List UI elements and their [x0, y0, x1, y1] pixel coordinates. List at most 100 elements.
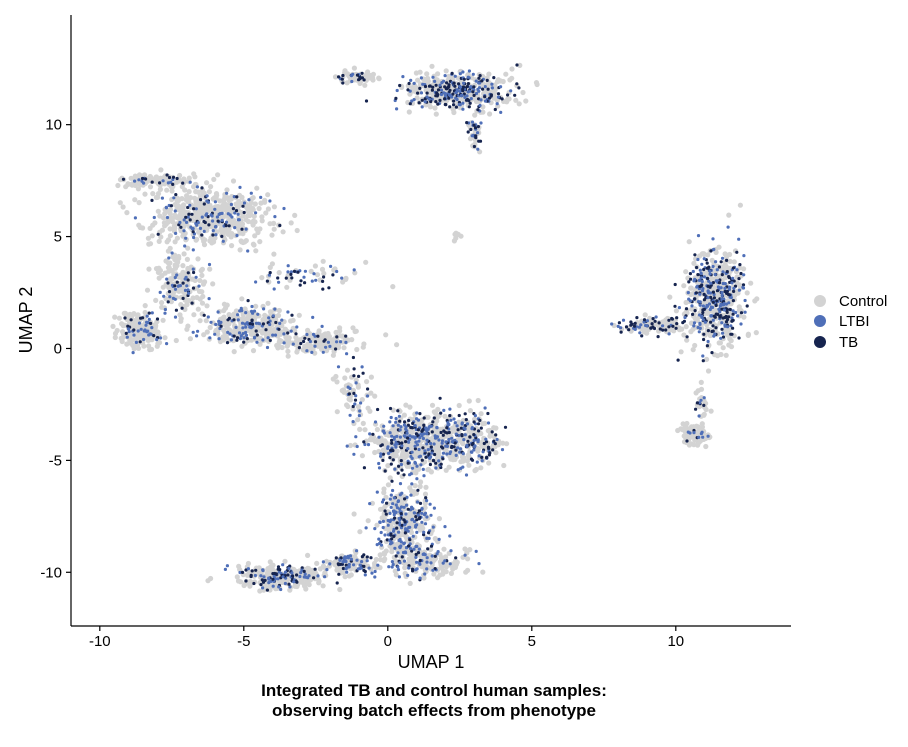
point-ltbi: [437, 438, 441, 442]
point-ltbi: [450, 440, 454, 444]
point-ltbi: [267, 316, 271, 320]
point-ltbi: [373, 575, 377, 579]
point-control: [465, 556, 471, 562]
point-tb: [738, 263, 742, 267]
point-ltbi: [714, 260, 718, 264]
point-control: [344, 80, 350, 86]
point-ltbi: [722, 308, 727, 312]
point-ltbi: [244, 333, 249, 337]
point-tb: [265, 279, 269, 283]
point-control: [184, 256, 190, 262]
point-tb: [181, 181, 185, 185]
point-ltbi: [705, 303, 709, 308]
point-ltbi: [253, 573, 257, 578]
point-control: [267, 584, 273, 590]
point-ltbi: [335, 340, 339, 344]
point-ltbi: [686, 291, 690, 295]
point-ltbi: [326, 340, 330, 344]
point-ltbi: [377, 537, 381, 541]
point-control: [332, 561, 338, 568]
point-tb: [381, 458, 385, 462]
point-ltbi: [431, 525, 435, 529]
point-control: [533, 80, 540, 86]
point-ltbi: [235, 233, 239, 238]
point-control: [271, 251, 277, 257]
point-control: [285, 353, 291, 359]
point-control: [148, 346, 155, 352]
point-ltbi: [213, 332, 217, 336]
point-tb: [485, 456, 489, 460]
point-control: [201, 332, 207, 338]
point-control: [135, 312, 141, 318]
point-ltbi: [214, 322, 218, 327]
point-ltbi: [321, 350, 325, 354]
point-ltbi: [402, 542, 406, 546]
point-ltbi: [409, 493, 413, 497]
point-ltbi: [132, 333, 136, 337]
point-control: [689, 306, 695, 312]
point-tb: [468, 101, 472, 105]
point-tb: [175, 280, 179, 284]
point-tb: [268, 271, 272, 275]
point-tb: [344, 334, 348, 338]
point-ltbi: [359, 401, 363, 405]
point-ltbi: [144, 323, 148, 327]
point-tb: [334, 347, 338, 351]
point-ltbi: [477, 562, 481, 566]
point-ltbi: [163, 311, 167, 315]
point-ltbi: [146, 329, 150, 333]
point-ltbi: [308, 339, 312, 344]
point-ltbi: [394, 420, 398, 424]
point-control: [681, 332, 687, 338]
point-control: [365, 518, 371, 524]
point-ltbi: [237, 331, 242, 335]
point-ltbi: [209, 320, 213, 324]
point-tb: [469, 127, 473, 132]
point-control: [684, 420, 690, 427]
point-ltbi: [441, 451, 446, 455]
point-ltbi: [364, 526, 368, 530]
point-tb: [408, 102, 412, 106]
point-control: [269, 232, 275, 238]
point-control: [180, 287, 186, 293]
point-control: [128, 175, 134, 181]
point-ltbi: [470, 134, 474, 138]
point-tb: [695, 265, 699, 270]
point-control: [701, 412, 707, 418]
point-tb: [186, 271, 190, 275]
point-control: [407, 580, 413, 587]
point-ltbi: [226, 330, 230, 334]
point-control: [136, 345, 142, 351]
point-control: [387, 475, 393, 481]
point-ltbi: [697, 330, 701, 334]
point-ltbi: [442, 408, 446, 412]
point-tb: [334, 556, 338, 560]
point-ltbi: [708, 272, 712, 276]
point-control: [307, 577, 314, 583]
point-ltbi: [386, 533, 391, 537]
point-tb: [361, 371, 365, 375]
point-tb: [443, 430, 447, 434]
point-control: [429, 63, 435, 69]
point-tb: [380, 443, 384, 447]
point-ltbi: [726, 225, 730, 229]
point-tb: [249, 574, 253, 579]
point-tb: [184, 215, 188, 219]
point-tb: [450, 445, 454, 450]
point-tb: [235, 195, 239, 199]
point-tb: [407, 418, 411, 423]
point-ltbi: [286, 310, 290, 314]
point-control: [155, 194, 161, 200]
point-ltbi: [170, 251, 174, 255]
point-tb: [171, 182, 175, 186]
point-ltbi: [338, 558, 342, 563]
point-tb: [167, 290, 172, 294]
point-ltbi: [398, 482, 403, 486]
point-tb: [171, 175, 176, 179]
point-ltbi: [415, 443, 420, 447]
point-ltbi: [697, 278, 702, 282]
point-ltbi: [435, 435, 439, 439]
point-ltbi: [428, 502, 432, 506]
point-control: [354, 346, 360, 353]
point-ltbi: [228, 213, 232, 217]
